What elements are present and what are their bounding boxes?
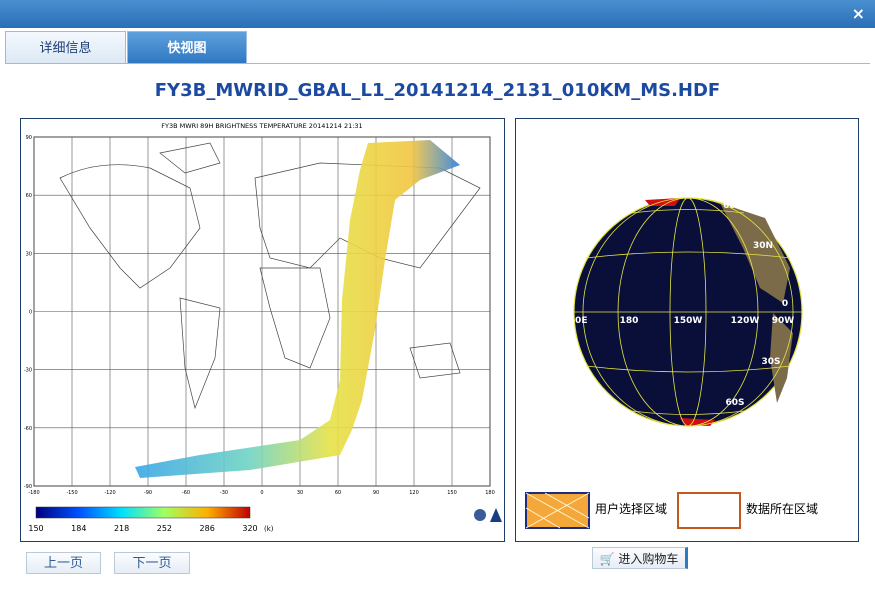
swatch-hatch bbox=[525, 492, 590, 529]
lat-label: 90 bbox=[26, 135, 32, 141]
prev-button[interactable]: 上一页 bbox=[26, 552, 101, 574]
colorbar bbox=[35, 506, 251, 519]
lon-label: 150 bbox=[447, 490, 457, 496]
lon-label: -60 bbox=[182, 490, 190, 496]
coastlines bbox=[59, 142, 481, 410]
colorbar-label: 184 bbox=[71, 524, 86, 533]
lon-label: 90 bbox=[373, 490, 379, 496]
colorbar-label: 320 bbox=[242, 524, 257, 533]
swath bbox=[135, 140, 460, 478]
cart-label: 进入购物车 bbox=[618, 552, 679, 566]
cart-button[interactable]: 🛒 进入购物车 bbox=[592, 547, 688, 569]
lat-label: -90 bbox=[24, 484, 32, 490]
lat-label: -60 bbox=[24, 426, 32, 432]
lat-label: 60 bbox=[26, 193, 32, 199]
colorbar-label: 286 bbox=[200, 524, 215, 533]
quicklook-image: FY3B MWRI 89H BRIGHTNESS TEMPERATURE 201… bbox=[24, 122, 502, 533]
tab-underline bbox=[5, 63, 870, 64]
dialog-header bbox=[0, 0, 875, 28]
colorbar-unit: (k) bbox=[264, 525, 274, 533]
cart-icon: 🛒 bbox=[599, 552, 615, 566]
lon-label: 0 bbox=[260, 490, 263, 496]
lon-label: -180 bbox=[28, 490, 39, 496]
lon-label: 120 bbox=[409, 490, 419, 496]
lat-label: -30 bbox=[24, 368, 32, 374]
lat-label: 0 bbox=[29, 310, 32, 316]
tab-active[interactable]: 快视图 bbox=[127, 31, 247, 64]
lon-label: 60 bbox=[335, 490, 341, 496]
colorbar-label: 218 bbox=[114, 524, 129, 533]
logo bbox=[474, 509, 486, 521]
tab[interactable]: 详细信息 bbox=[5, 31, 126, 64]
lon-label: -30 bbox=[220, 490, 228, 496]
legend-label: 用户选择区域 bbox=[595, 501, 667, 516]
file-title: FY3B_MWRID_GBAL_L1_20141214_2131_010KM_M… bbox=[154, 80, 721, 101]
lon-label: 180 bbox=[485, 490, 495, 496]
lat-label: 30 bbox=[26, 251, 32, 257]
map-title: FY3B MWRI 89H BRIGHTNESS TEMPERATURE 201… bbox=[161, 122, 362, 130]
globe-label: 30S bbox=[761, 357, 780, 367]
lon-label: -120 bbox=[104, 490, 115, 496]
colorbar-label: 150 bbox=[28, 524, 43, 533]
globe-label: 150E bbox=[563, 316, 588, 326]
lon-label: 30 bbox=[297, 490, 303, 496]
colorbar-label: 252 bbox=[157, 524, 172, 533]
globe-label: 0 bbox=[782, 299, 788, 309]
globe-label: 90W bbox=[772, 316, 795, 326]
globe-label: 120W bbox=[731, 316, 760, 326]
globe-label: 180 bbox=[620, 316, 639, 326]
data-area-swatch bbox=[677, 492, 741, 529]
lon-label: -90 bbox=[144, 490, 152, 496]
globe-label: 60N bbox=[723, 201, 743, 211]
globe-label: 60S bbox=[725, 398, 744, 408]
logo bbox=[490, 508, 502, 522]
next-button[interactable]: 下一页 bbox=[114, 552, 190, 574]
globe-label: 150W bbox=[674, 316, 703, 326]
lon-label: -150 bbox=[66, 490, 77, 496]
close-button[interactable]: × bbox=[851, 4, 865, 23]
globe-view: 60N 30N 0 150E 180 150W 120W 90W 30S 60S 用户选择区域 数… bbox=[525, 197, 818, 529]
legend-label: 数据所在区域 bbox=[746, 501, 818, 516]
landmass bbox=[720, 203, 793, 403]
globe-label: 30N bbox=[753, 241, 773, 251]
